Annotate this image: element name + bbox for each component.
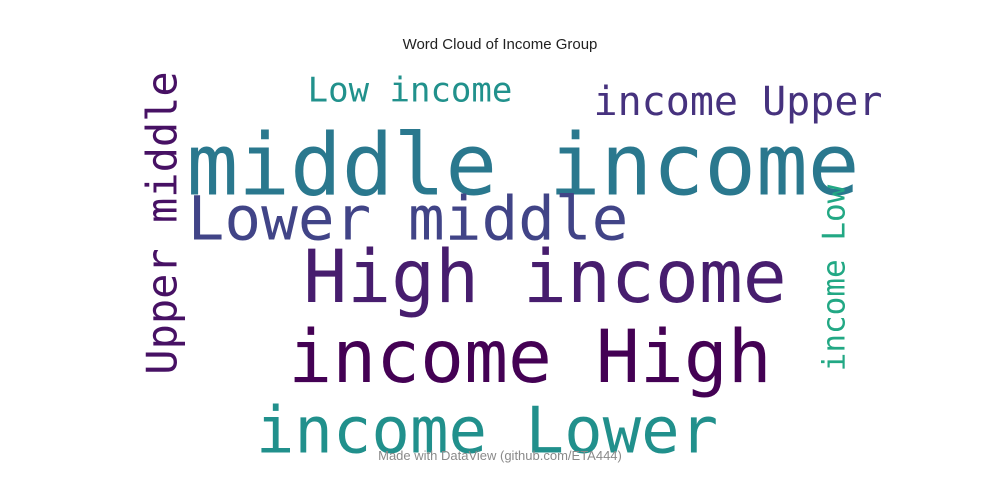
word-income-upper: income Upper [594,79,883,125]
word-middle-income: middle income [186,115,859,215]
word-lower-middle: Lower middle [188,184,629,255]
word-income-low: income Low [817,184,853,371]
word-income-lower: income Lower [256,395,718,469]
chart-title: Word Cloud of Income Group [402,36,598,53]
word-income-high: income High [288,315,771,400]
footer-credit: Made with DataView (github.com/ETA444) [378,448,622,463]
word-upper-middle: Upper middle [138,71,187,374]
word-low-income: Low income [308,71,513,111]
word-high-income: High income [303,235,786,320]
